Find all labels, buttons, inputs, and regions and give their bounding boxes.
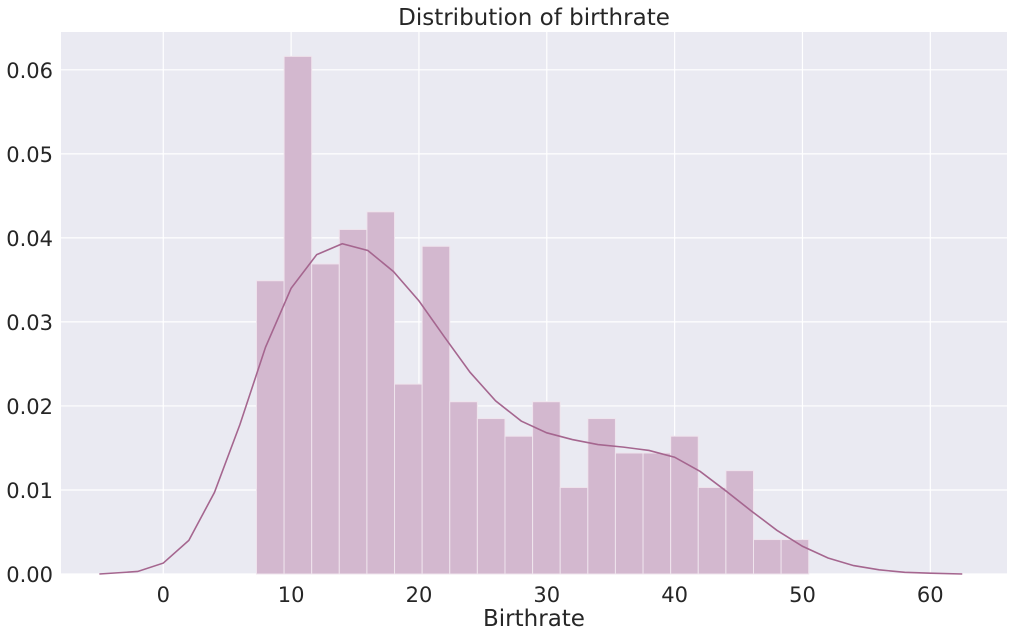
y-tick-label: 0.00	[6, 563, 53, 587]
x-axis-tick-labels: 0 10 20 30 40 50 60	[157, 583, 944, 607]
histogram-bar	[311, 263, 340, 575]
histogram-bar	[559, 486, 589, 575]
x-tick-label: 10	[278, 583, 305, 607]
histogram-bar	[366, 211, 396, 575]
histogram-bar	[614, 452, 644, 575]
histogram-bar	[283, 55, 313, 575]
chart-title: Distribution of birthrate	[398, 5, 670, 31]
histogram-bar	[476, 418, 506, 575]
histogram-bar	[697, 486, 727, 575]
y-tick-label: 0.02	[6, 395, 53, 419]
x-tick-label: 60	[917, 583, 944, 607]
x-tick-label: 20	[406, 583, 433, 607]
y-tick-label: 0.05	[6, 143, 53, 167]
histogram-bar	[725, 470, 754, 575]
histogram-bar	[670, 435, 699, 575]
histogram-bar	[642, 452, 672, 575]
histogram-bar	[255, 280, 285, 575]
y-tick-label: 0.06	[6, 59, 53, 83]
histogram-bar	[532, 401, 561, 575]
histogram-bar	[587, 418, 616, 575]
x-tick-label: 30	[533, 583, 560, 607]
x-tick-label: 0	[157, 583, 170, 607]
histogram-bar	[394, 383, 423, 575]
histogram-bar	[504, 435, 534, 575]
x-tick-label: 50	[789, 583, 816, 607]
y-axis-tick-labels: 0.00 0.01 0.02 0.03 0.04 0.05 0.06	[6, 59, 53, 587]
y-tick-label: 0.01	[6, 479, 53, 503]
histogram-bar	[780, 539, 810, 575]
kde-curve	[99, 242, 963, 575]
histogram-bars	[255, 55, 810, 575]
histogram-bar	[338, 228, 368, 575]
histogram-bar	[449, 401, 478, 575]
y-tick-label: 0.03	[6, 311, 53, 335]
histogram-bar	[421, 245, 451, 575]
y-tick-label: 0.04	[6, 227, 53, 251]
x-axis-label: Birthrate	[483, 606, 585, 632]
histogram-bar	[752, 539, 782, 575]
x-tick-label: 40	[661, 583, 688, 607]
